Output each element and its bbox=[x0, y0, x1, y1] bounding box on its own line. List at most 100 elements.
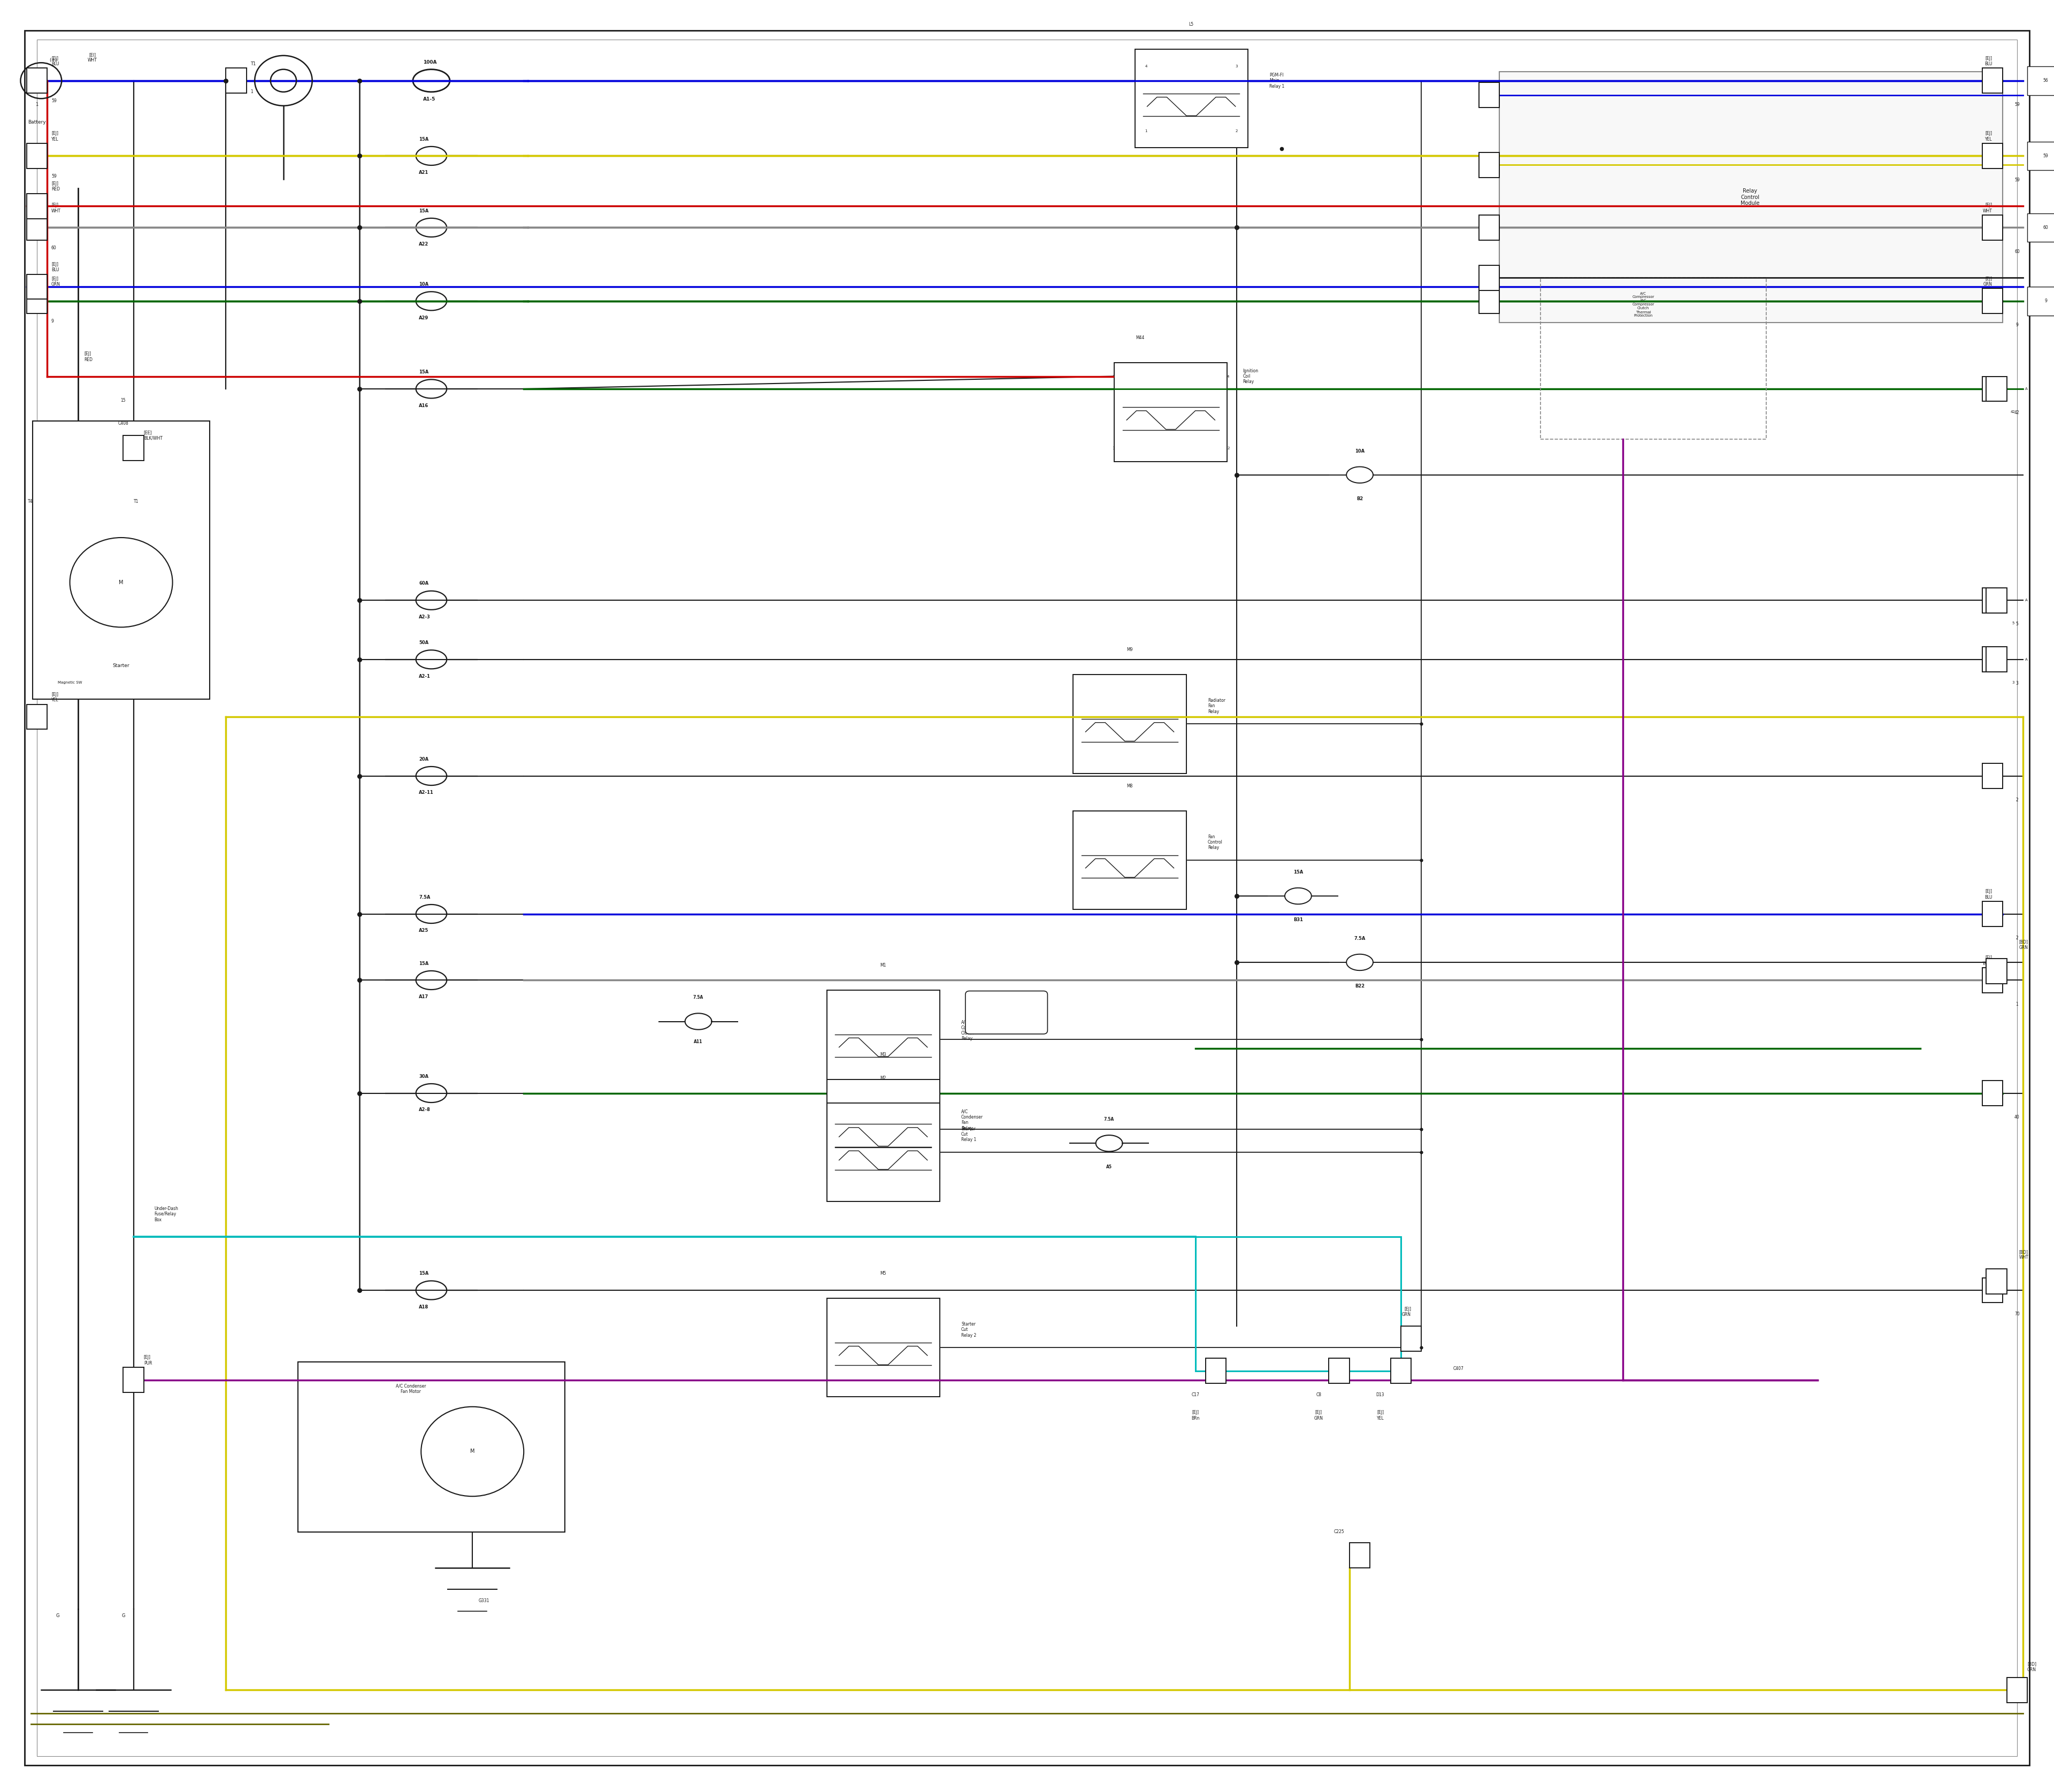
Text: [EJ]
WHT: [EJ] WHT bbox=[1982, 955, 1992, 966]
Text: 50A: 50A bbox=[419, 640, 429, 645]
Bar bbox=[123, 1367, 144, 1392]
Text: A2-11: A2-11 bbox=[419, 790, 433, 796]
Bar bbox=[826, 1104, 939, 1202]
Text: G331: G331 bbox=[479, 1598, 489, 1604]
Text: [BD]
WHT: [BD] WHT bbox=[2019, 1249, 2029, 1260]
Text: [EJ]
BLU: [EJ] BLU bbox=[51, 262, 60, 272]
Bar bbox=[1499, 72, 2003, 323]
Bar bbox=[33, 421, 210, 699]
Bar bbox=[1986, 647, 2007, 672]
Text: 1: 1 bbox=[35, 102, 39, 108]
Bar bbox=[1982, 143, 2003, 168]
Text: Starter
Cut
Relay 1: Starter Cut Relay 1 bbox=[961, 1127, 976, 1142]
Text: 3: 3 bbox=[1111, 375, 1115, 378]
Text: M: M bbox=[119, 581, 123, 584]
Text: Ignition
Coil
Relay: Ignition Coil Relay bbox=[1243, 369, 1259, 383]
Text: C225: C225 bbox=[1333, 1529, 1345, 1534]
Text: 42: 42 bbox=[2011, 410, 2015, 414]
Text: 100A: 100A bbox=[423, 59, 438, 65]
Text: [EJ]
BLU: [EJ] BLU bbox=[1984, 56, 1992, 66]
Bar bbox=[1074, 676, 1187, 774]
Text: D13: D13 bbox=[1376, 1392, 1384, 1398]
Bar bbox=[1479, 215, 1499, 240]
Text: T1: T1 bbox=[251, 61, 257, 66]
Text: T1: T1 bbox=[134, 500, 138, 504]
Text: A18: A18 bbox=[419, 1305, 429, 1310]
Bar bbox=[826, 1079, 939, 1179]
Text: A21: A21 bbox=[419, 170, 429, 176]
Text: C408: C408 bbox=[117, 421, 129, 426]
Text: [EJ]
RED: [EJ] RED bbox=[84, 351, 92, 362]
Text: 60: 60 bbox=[2044, 226, 2048, 229]
Text: 15A: 15A bbox=[419, 369, 429, 375]
Text: G: G bbox=[121, 1613, 125, 1618]
Text: A/C
Condenser
Fan
Relay: A/C Condenser Fan Relay bbox=[961, 1109, 984, 1131]
Bar bbox=[1982, 763, 2003, 788]
Text: PGM-FI
Main
Relay 1: PGM-FI Main Relay 1 bbox=[1269, 73, 1284, 88]
Text: C407: C407 bbox=[1452, 1366, 1465, 1371]
Text: 9: 9 bbox=[2044, 299, 2048, 303]
Bar bbox=[2027, 66, 2054, 95]
Text: M1: M1 bbox=[881, 962, 885, 968]
Text: 59: 59 bbox=[51, 174, 58, 179]
Text: 15A: 15A bbox=[419, 961, 429, 966]
Text: A11: A11 bbox=[694, 1039, 702, 1045]
Text: B31: B31 bbox=[1294, 918, 1302, 923]
Text: 7.5A: 7.5A bbox=[419, 894, 431, 900]
Text: A1-5: A1-5 bbox=[423, 97, 435, 102]
Text: M44: M44 bbox=[1136, 335, 1144, 340]
Text: 3: 3 bbox=[1234, 65, 1239, 68]
Text: [EJ]
GRN: [EJ] GRN bbox=[51, 276, 60, 287]
Text: (+): (+) bbox=[49, 57, 58, 63]
Text: 10A: 10A bbox=[1356, 448, 1364, 453]
Text: 1: 1 bbox=[2015, 1002, 2019, 1007]
Text: 7.5A: 7.5A bbox=[692, 995, 705, 1000]
Bar bbox=[1329, 1358, 1349, 1383]
Text: 20A: 20A bbox=[419, 756, 429, 762]
Text: 42: 42 bbox=[2015, 410, 2019, 416]
Text: Radiator
Fan
Relay: Radiator Fan Relay bbox=[1208, 699, 1226, 713]
Text: 4: 4 bbox=[1144, 65, 1148, 68]
Text: 2: 2 bbox=[1234, 129, 1239, 133]
Bar bbox=[1982, 376, 2003, 401]
Bar bbox=[1349, 1543, 1370, 1568]
Text: M9: M9 bbox=[1128, 647, 1132, 652]
Text: A2-3: A2-3 bbox=[419, 615, 431, 620]
Text: 2: 2 bbox=[2015, 797, 2019, 803]
Text: 4: 4 bbox=[1226, 375, 1230, 378]
Bar bbox=[1982, 901, 2003, 926]
Text: 59: 59 bbox=[2044, 154, 2048, 158]
Text: 5: 5 bbox=[2015, 622, 2019, 627]
Text: 59: 59 bbox=[2015, 102, 2019, 108]
Bar bbox=[27, 289, 47, 314]
Bar bbox=[27, 143, 47, 168]
Text: B2: B2 bbox=[1356, 496, 1364, 502]
Text: 59: 59 bbox=[51, 99, 58, 104]
Text: M: M bbox=[470, 1450, 474, 1453]
Text: [EJ]
YEL: [EJ] YEL bbox=[1376, 1410, 1384, 1421]
Bar bbox=[1479, 265, 1499, 290]
Bar bbox=[226, 68, 246, 93]
Bar bbox=[1986, 1269, 2007, 1294]
Text: 5: 5 bbox=[2011, 622, 2015, 625]
Text: 70: 70 bbox=[2015, 1312, 2019, 1317]
Text: [EJ]
YEL: [EJ] YEL bbox=[51, 131, 60, 142]
Text: G: G bbox=[55, 1613, 60, 1618]
Bar bbox=[27, 68, 47, 93]
Text: 15A: 15A bbox=[419, 208, 429, 213]
Text: [EJ]
PUR: [EJ] PUR bbox=[144, 1355, 152, 1366]
Text: 1: 1 bbox=[251, 90, 253, 95]
Text: Starter: Starter bbox=[113, 663, 129, 668]
Text: A2-1: A2-1 bbox=[419, 674, 431, 679]
Bar bbox=[2027, 142, 2054, 170]
Text: [EJ]
WHT: [EJ] WHT bbox=[1982, 202, 1992, 213]
Text: A/C Condenser
Fan Motor: A/C Condenser Fan Motor bbox=[396, 1383, 425, 1394]
Text: Battery: Battery bbox=[29, 120, 45, 125]
Text: Fan
Control
Relay: Fan Control Relay bbox=[1208, 835, 1222, 849]
Text: A16: A16 bbox=[419, 403, 429, 409]
Text: Diode 8: Diode 8 bbox=[1000, 1011, 1013, 1014]
Bar bbox=[1391, 1358, 1411, 1383]
Bar bbox=[2027, 287, 2054, 315]
Text: [EJ]
RED: [EJ] RED bbox=[51, 181, 60, 192]
Text: 60: 60 bbox=[51, 246, 58, 251]
